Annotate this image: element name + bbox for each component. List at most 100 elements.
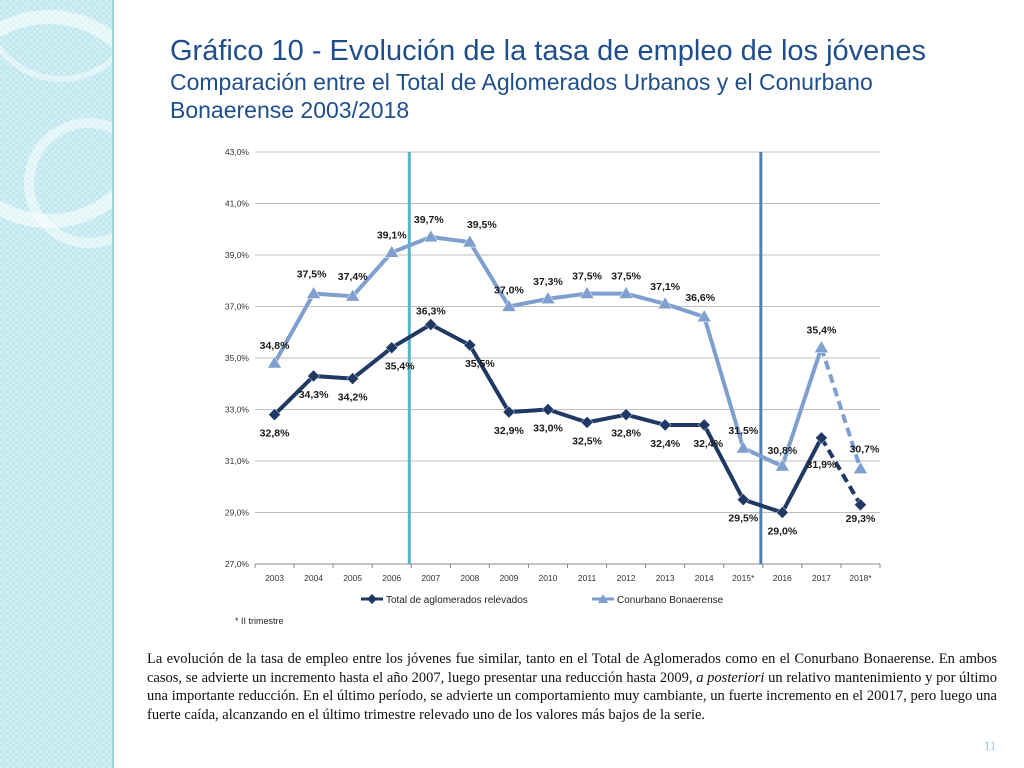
data-point-conurbano: [735, 440, 751, 454]
data-point-conurbano: [813, 340, 829, 353]
data-point-total: [346, 372, 360, 385]
x-tick-label: 2007: [421, 573, 440, 583]
decorative-ring-small: [24, 118, 114, 248]
body-text-emphasis: a posteriori: [696, 669, 765, 686]
data-point-total: [580, 416, 594, 429]
page-number: 11: [984, 738, 997, 753]
data-point-total: [854, 498, 867, 512]
data-point-conurbano: [540, 291, 556, 304]
decorative-sidebar: [0, 0, 114, 768]
y-tick-label: 31,0%: [225, 456, 250, 466]
data-point-conurbano: [501, 299, 517, 312]
x-tick-label: 2003: [265, 573, 284, 583]
slide-title: Gráfico 10 - Evolución de la tasa de emp…: [170, 35, 927, 67]
data-point-conurbano: [384, 244, 400, 258]
data-point-total: [307, 369, 320, 383]
x-tick-label: 2014: [695, 573, 714, 583]
series-dashed-segment-1: [819, 347, 863, 470]
data-label: 37,5%: [572, 271, 602, 283]
legend-marker-total: [367, 594, 377, 604]
data-label: 36,6%: [685, 292, 715, 304]
data-point-total: [736, 493, 750, 506]
data-label: 30,8%: [767, 445, 797, 457]
data-label: 32,5%: [572, 435, 602, 447]
data-point-total: [385, 341, 399, 355]
data-label: 29,5%: [728, 513, 758, 525]
x-tick-label: 2017: [812, 573, 831, 583]
data-label: 36,3%: [416, 306, 446, 318]
data-label: 34,8%: [260, 340, 290, 352]
sidebar-divider: [112, 0, 114, 768]
data-label: 39,5%: [467, 219, 497, 231]
y-tick-label: 37,0%: [225, 302, 250, 312]
x-tick-label: 2009: [499, 573, 518, 583]
x-tick-label: 2008: [460, 573, 479, 583]
x-tick-label: 2018*: [849, 573, 872, 583]
slide-subtitle: Comparación entre el Total de Aglomerado…: [170, 69, 873, 123]
data-point-conurbano: [579, 286, 595, 299]
y-tick-label: 41,0%: [225, 199, 250, 209]
body-text-part2: un relativo mantenimiento y por último u…: [147, 669, 997, 723]
data-point-conurbano: [345, 288, 361, 302]
y-tick-label: 33,0%: [225, 405, 250, 415]
y-tick-label: 39,0%: [225, 250, 250, 260]
data-point-total: [775, 506, 789, 519]
y-tick-label: 27,0%: [225, 559, 250, 569]
data-point-total: [697, 418, 711, 432]
x-tick-label: 2010: [539, 573, 558, 583]
data-point-conurbano: [853, 461, 868, 474]
body-text-part1: La evolución de la tasa de empleo entre …: [147, 651, 997, 686]
data-label: 37,3%: [533, 276, 563, 288]
data-label: 35,5%: [465, 358, 495, 370]
data-point-total: [424, 318, 438, 331]
x-tick-label: 2005: [343, 573, 362, 583]
data-point-total: [268, 408, 281, 422]
data-point-total: [502, 405, 516, 419]
x-tick-label: 2011: [578, 573, 597, 583]
x-tick-label: 2006: [382, 573, 401, 583]
x-tick-label: 2013: [656, 573, 675, 583]
data-point-conurbano: [267, 355, 282, 369]
data-label: 32,4%: [693, 438, 723, 450]
data-label: 31,9%: [807, 459, 837, 471]
data-point-conurbano: [306, 286, 322, 299]
data-point-total: [619, 408, 633, 422]
data-label: 37,5%: [611, 271, 641, 283]
employment-rate-line-chart: 34,8% 37,5% 37,4% 39,1% 39,7% 39,5% 37,0% 37,3%…: [225, 147, 881, 606]
data-point-conurbano: [462, 234, 478, 248]
data-point-conurbano: [696, 309, 712, 322]
data-label: 35,4%: [385, 361, 415, 373]
data-point-conurbano: [657, 296, 673, 310]
y-tick-label: 35,0%: [225, 353, 250, 363]
x-tick-label: 2004: [304, 573, 323, 583]
slide-title-block: Gráfico 10 - Evolución de la tasa de emp…: [170, 34, 990, 124]
series-dashed-segment-0: [819, 436, 863, 506]
legend-label-total: Total de aglomerados relevados: [386, 595, 528, 606]
data-label: 33,0%: [533, 423, 563, 435]
data-point-conurbano: [618, 286, 634, 299]
data-label: 37,5%: [297, 269, 327, 281]
data-label: 35,4%: [807, 325, 837, 337]
data-label: 37,0%: [494, 285, 524, 297]
data-label: 34,3%: [299, 389, 329, 401]
x-tick-label: 2015*: [732, 573, 755, 583]
data-point-conurbano: [423, 229, 439, 243]
data-label: 31,5%: [728, 425, 758, 437]
data-point-total: [658, 418, 672, 432]
data-label: 29,0%: [767, 526, 797, 538]
data-label: 29,3%: [846, 513, 876, 525]
data-label: 30,7%: [850, 444, 880, 456]
x-tick-label: 2012: [617, 573, 636, 583]
chart-footnote: * II trimestre: [235, 616, 284, 626]
data-label: 39,1%: [377, 229, 407, 241]
series-line-0: [273, 322, 824, 515]
body-paragraph: La evolución de la tasa de empleo entre …: [147, 650, 997, 724]
data-point-total: [815, 431, 828, 445]
data-label: 37,1%: [650, 281, 680, 293]
data-label: 37,4%: [338, 271, 368, 283]
y-tick-label: 43,0%: [225, 147, 250, 157]
legend-label-conurbano: Conurbano Bonaerense: [617, 595, 724, 606]
data-point-total: [541, 403, 555, 416]
legend-marker-conurbano: [598, 594, 608, 603]
x-tick-label: 2016: [773, 573, 792, 583]
